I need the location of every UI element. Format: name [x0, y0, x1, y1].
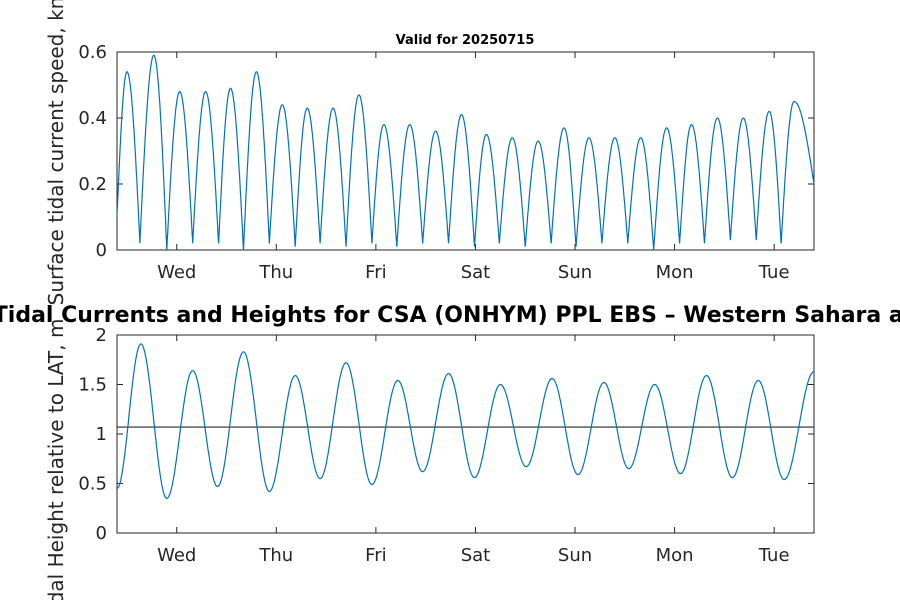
tidal-height-y-ticks: 0 0.5 1 1.5 2 [78, 325, 814, 544]
current-speed-x-tick-label: Sat [461, 262, 491, 283]
tidal-height-y-axis-label: Tidal Height relative to LAT, m [44, 319, 68, 600]
current-speed-y-ticks: 0 0.2 0.4 0.6 [78, 42, 814, 261]
tidal-height-panel: 0 0.5 1 1.5 2 Wed Thu Fri Sat Sun Mon Tue Tidal He… [44, 319, 815, 600]
tidal-height-y-tick-label: 1 [96, 424, 107, 445]
current-speed-x-ticks: Wed Thu Fri Sat Sun Mon Tue [157, 52, 790, 283]
tidal-height-x-tick-label: Thu [258, 545, 293, 566]
tidal-height-y-tick-label: 0.5 [78, 474, 107, 495]
current-speed-series-line [116, 54, 815, 251]
current-speed-x-tick-label: Wed [157, 262, 196, 283]
tidal-height-x-tick-label: Wed [157, 545, 196, 566]
current-speed-y-axis-label: Surface tidal current speed, kn [44, 0, 68, 305]
tidal-height-x-tick-label: Sat [461, 545, 491, 566]
current-speed-x-tick-label: Tue [758, 262, 790, 283]
current-speed-x-tick-label: Thu [258, 262, 293, 283]
figure-main-title: Tidal Currents and Heights for CSA (ONHY… [0, 303, 900, 328]
current-speed-y-tick-label: 0 [96, 240, 107, 261]
tidal-height-axes [116, 334, 815, 534]
current-speed-x-tick-label: Sun [558, 262, 592, 283]
current-speed-panel: Valid for 20250715 0 0.2 0.4 0.6 Wed Thu Fri S… [44, 0, 815, 305]
current-speed-title: Valid for 20250715 [396, 33, 535, 48]
tidal-height-x-tick-label: Fri [365, 545, 386, 566]
tidal-height-x-ticks: Wed Thu Fri Sat Sun Mon Tue [157, 335, 790, 566]
current-speed-y-tick-label: 0.4 [78, 108, 107, 129]
tidal-height-x-tick-label: Mon [656, 545, 694, 566]
current-speed-x-tick-label: Mon [656, 262, 694, 283]
tidal-height-y-tick-label: 1.5 [78, 375, 107, 396]
tidal-height-y-tick-label: 0 [96, 523, 107, 544]
tidal-height-x-tick-label: Sun [558, 545, 592, 566]
current-speed-axes [116, 51, 815, 251]
current-speed-y-tick-label: 0.2 [78, 174, 107, 195]
current-speed-x-tick-label: Fri [365, 262, 386, 283]
tidal-height-x-tick-label: Tue [758, 545, 790, 566]
tidal-height-series-line [116, 343, 815, 500]
tidal-height-y-tick-label: 2 [96, 325, 107, 346]
current-speed-y-tick-label: 0.6 [78, 42, 107, 63]
